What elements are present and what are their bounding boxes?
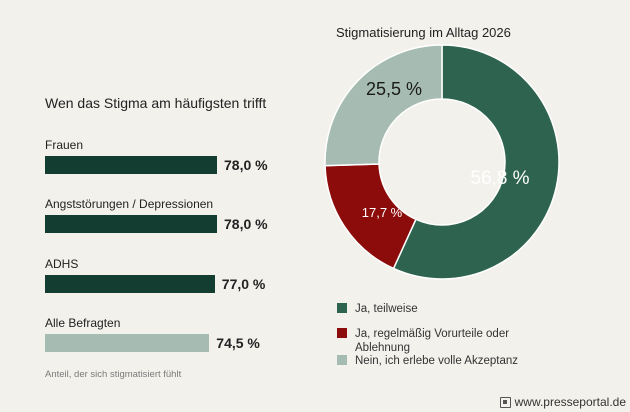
- legend-swatch: [337, 328, 347, 338]
- watermark-text: www.presseportal.de: [514, 395, 626, 409]
- donut-slice-label: 17,7 %: [362, 205, 403, 220]
- donut-chart-title: Stigmatisierung im Alltag 2026: [336, 25, 511, 40]
- legend-swatch: [337, 303, 347, 313]
- bar-chart-footnote: Anteil, der sich stigmatisiert fühlt: [45, 369, 182, 380]
- legend-swatch: [337, 355, 347, 365]
- bar-chart-title: Wen das Stigma am häufigsten trifft: [45, 95, 267, 111]
- bar: [45, 156, 217, 174]
- legend-label: Nein, ich erlebe volle Akzeptanz: [355, 355, 519, 367]
- donut-slice: [392, 44, 560, 280]
- bar-value-label: 78,0 %: [224, 216, 268, 232]
- bar: [45, 334, 210, 352]
- presseportal-icon: [499, 396, 511, 408]
- bar-label: Alle Befragten: [45, 316, 121, 330]
- bar-label: ADHS: [45, 257, 79, 271]
- bar-label: Frauen: [45, 138, 84, 152]
- bar-value-label: 77,0 %: [221, 276, 266, 292]
- donut-slice: [324, 44, 443, 167]
- watermark[interactable]: www.presseportal.de: [499, 395, 626, 409]
- bar-value-label: 78,0 %: [224, 157, 268, 173]
- legend-label: Ja, teilweise: [355, 303, 418, 315]
- legend-label: Ja, regelmäßig Vorurteile oder Ablehnung: [355, 328, 510, 354]
- donut-slice-label: 56,8 %: [470, 168, 529, 189]
- bar: [45, 275, 215, 293]
- donut-chart: 56,8 % 17,7 % 25,5 %: [324, 44, 560, 280]
- bar-value-label: 74,5 %: [216, 335, 260, 351]
- bar: [45, 215, 217, 233]
- bar-label: Angststörungen / Depressionen: [45, 197, 214, 211]
- donut-slice-label: 25,5 %: [366, 79, 422, 99]
